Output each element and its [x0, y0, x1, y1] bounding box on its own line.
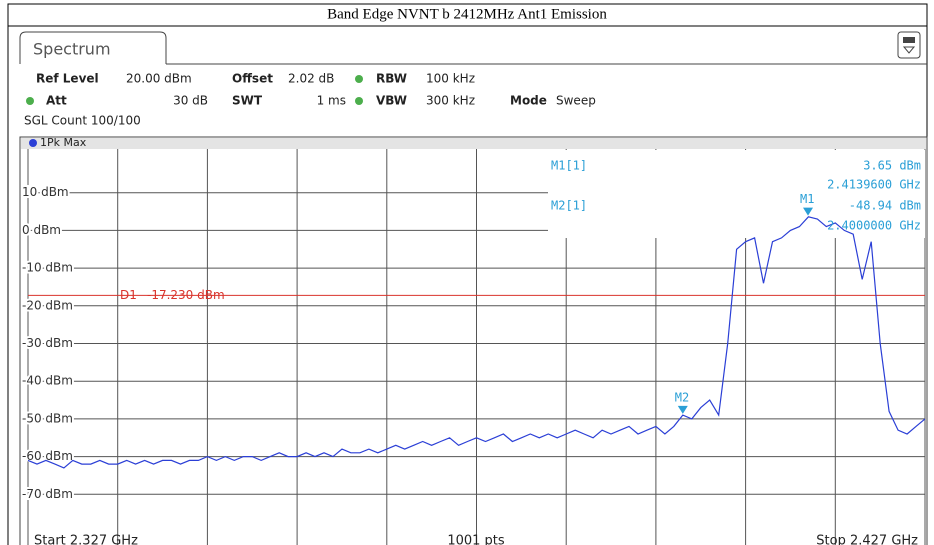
- setting-label: Mode: [510, 94, 547, 108]
- y-tick-label: -60 dBm: [22, 449, 73, 463]
- plot: 10 dBm 0 dBm -10 dBm -20 dBm -30 dBm -40 dBm -…: [20, 149, 926, 545]
- status-dot: [26, 97, 34, 105]
- setting-value: 1 ms: [317, 94, 346, 108]
- marker-readout: 3.65 dBm: [863, 159, 921, 173]
- tab[interactable]: [19, 31, 167, 64]
- status-dot: [355, 97, 363, 105]
- setting-label: Ref Level: [36, 72, 99, 86]
- display-line-value: -17.230 dBm: [147, 288, 225, 302]
- trace-header: [21, 138, 926, 149]
- trace-label: 1Pk Max: [40, 136, 87, 149]
- setting-label: Offset: [232, 72, 273, 86]
- marker-readout: M1[1]: [551, 159, 587, 173]
- sgl-count: SGL Count 100/100: [24, 114, 141, 128]
- marker-readout: 2.4139600 GHz: [827, 178, 921, 192]
- marker-readout: M2[1]: [551, 199, 587, 213]
- setting-label: SWT: [232, 94, 263, 108]
- marker: [803, 207, 814, 216]
- setting-value: 30 dB: [173, 94, 208, 108]
- stop-label: Stop 2.427 GHz: [816, 534, 918, 545]
- y-tick-label: -40 dBm: [22, 374, 73, 388]
- y-tick-label: 10 dBm: [22, 185, 69, 199]
- status-dot: [355, 75, 363, 83]
- y-tick-label: -70 dBm: [22, 487, 73, 501]
- y-tick-label: -20 dBm: [22, 298, 73, 312]
- marker-readout-bg: [548, 150, 925, 238]
- start-label: Start 2.327 GHz: [34, 534, 138, 545]
- trace: [27, 216, 926, 469]
- display-line-name: D1: [120, 288, 137, 302]
- marker-name: M2: [675, 390, 689, 404]
- menu-icon-glyph: [903, 37, 915, 43]
- marker-name: M1: [800, 192, 814, 206]
- y-tick-label: 0 dBm: [22, 223, 61, 237]
- setting-value: 100 kHz: [426, 72, 475, 86]
- y-tick-label: -10 dBm: [22, 261, 73, 275]
- setting-label: RBW: [376, 72, 407, 86]
- y-tick-label: -30 dBm: [22, 336, 73, 350]
- menu-icon[interactable]: [897, 31, 921, 59]
- y-tick-label: -50 dBm: [22, 411, 73, 425]
- setting-label: VBW: [376, 94, 407, 108]
- trace-dot: [29, 139, 37, 147]
- setting-value: Sweep: [556, 94, 596, 108]
- menu-icon-arrow: [902, 46, 916, 54]
- points-label: 1001 pts: [447, 534, 505, 545]
- setting-value: 2.02 dB: [288, 72, 334, 86]
- marker: [677, 405, 688, 414]
- marker-readout: -48.94 dBm: [849, 199, 921, 213]
- setting-label: Att: [46, 94, 67, 108]
- setting-value: 20.00 dBm: [126, 72, 192, 86]
- setting-value: 300 kHz: [426, 94, 475, 108]
- tab-label[interactable]: Spectrum: [33, 40, 111, 59]
- title: Band Edge NVNT b 2412MHz Ant1 Emission: [327, 6, 607, 22]
- marker-readout: 2.4000000 GHz: [827, 219, 921, 233]
